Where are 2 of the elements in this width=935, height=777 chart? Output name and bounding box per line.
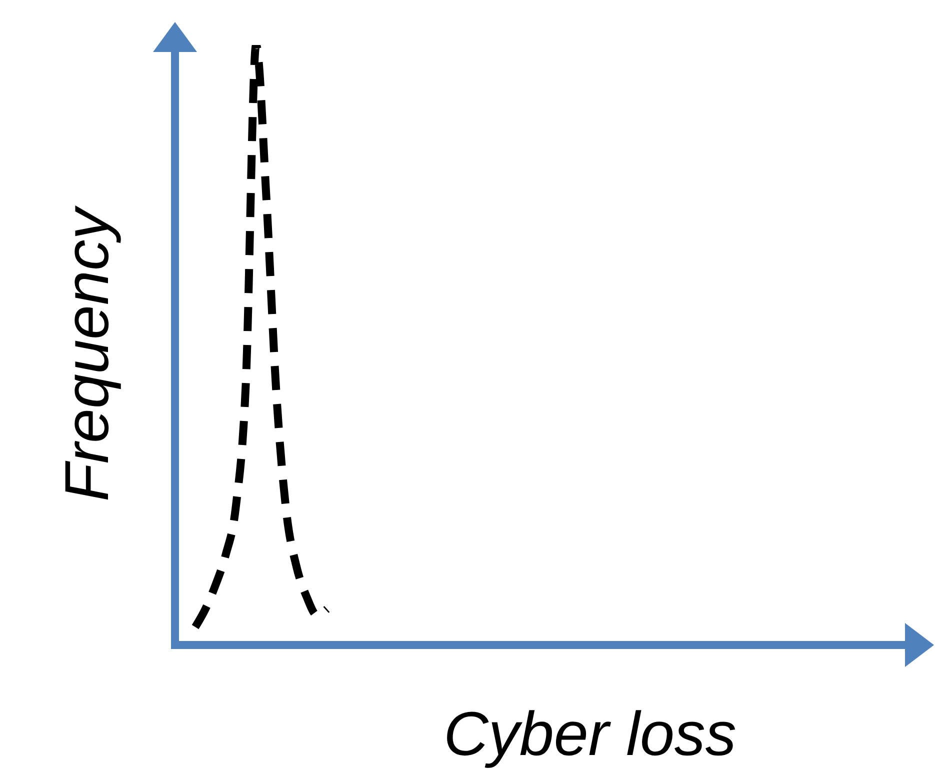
y-axis-title: Frequency xyxy=(53,204,122,502)
x-axis-title: Cyber loss xyxy=(444,700,736,769)
